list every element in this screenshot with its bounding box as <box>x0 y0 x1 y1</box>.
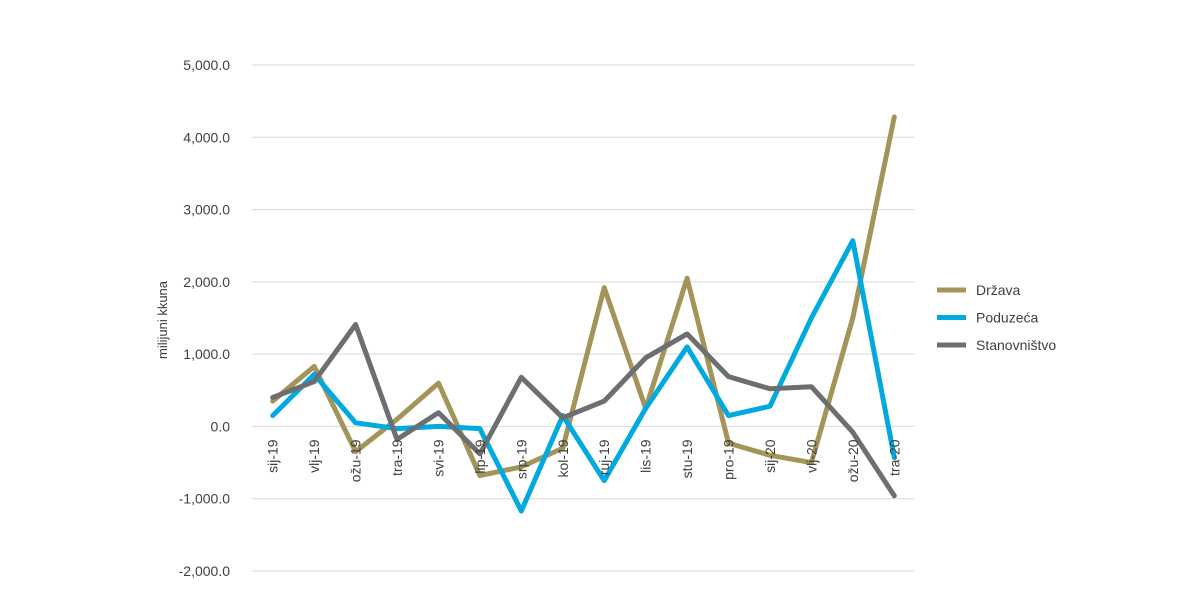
x-tick-label: ruj-19 <box>596 439 612 475</box>
y-tick-label: 4,000.0 <box>183 129 230 145</box>
y-tick-label: 0.0 <box>211 418 231 434</box>
y-tick-label: 1,000.0 <box>183 346 230 362</box>
x-tick-label: sij-20 <box>762 439 778 473</box>
y-axis-ticks: -2,000.0 -1,000.0 0.0 1,000.0 2,000.0 3,000.0… <box>179 57 231 579</box>
y-axis-title: milijuni kkuna <box>155 280 170 359</box>
legend-label: Stanovništvo <box>976 337 1056 353</box>
gridlines <box>252 64 915 572</box>
y-tick-label: 3,000.0 <box>183 202 230 218</box>
series-line <box>270 238 897 514</box>
series-lines <box>270 114 897 514</box>
x-tick-label: svi-19 <box>431 439 447 477</box>
x-tick-label: srp-19 <box>513 439 529 479</box>
legend: Država Poduzeća Stanovništvo <box>937 282 1056 353</box>
x-tick-label: lis-19 <box>638 439 654 473</box>
x-tick-label: sij-19 <box>265 439 281 473</box>
legend-label: Država <box>976 282 1021 298</box>
x-tick-label: stu-19 <box>679 439 695 478</box>
x-tick-label: tra-19 <box>389 439 405 476</box>
x-tick-label: vlj-20 <box>803 439 819 473</box>
y-tick-label: -1,000.0 <box>179 491 231 507</box>
x-tick-label: ožu-19 <box>348 439 364 482</box>
legend-label: Poduzeća <box>976 310 1038 326</box>
x-tick-label: ožu-20 <box>845 439 861 482</box>
x-axis-ticks: sij-19 vlj-19 ožu-19 tra-19 svi-19 lip-19 srp-… <box>265 439 903 482</box>
series-line <box>270 114 897 479</box>
x-tick-label: pro-19 <box>721 439 737 480</box>
x-tick-label: tra-20 <box>886 439 902 476</box>
y-tick-label: 5,000.0 <box>183 57 230 73</box>
x-tick-label: kol-19 <box>555 439 571 477</box>
y-tick-label: 2,000.0 <box>183 274 230 290</box>
x-tick-label: lip-19 <box>472 439 488 473</box>
series-line <box>270 322 897 499</box>
x-tick-label: vlj-19 <box>306 439 322 473</box>
y-tick-label: -2,000.0 <box>179 563 231 579</box>
